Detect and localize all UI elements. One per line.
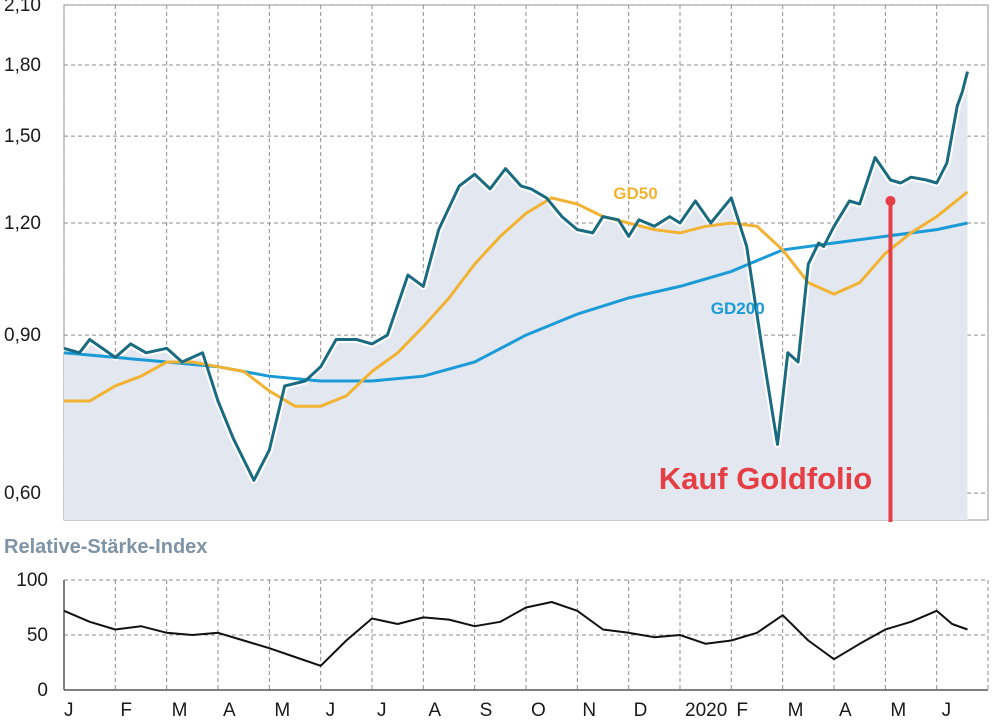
rsi-line (63, 601, 968, 667)
gd50-label: GD50 (613, 184, 657, 203)
x-tick-label: F (736, 700, 748, 721)
x-tick-label: D (634, 700, 648, 721)
x-tick-label: M (274, 700, 290, 721)
x-tick-label: M (172, 700, 188, 721)
x-tick-label: J (64, 700, 74, 721)
rsi-y-tick-label: 50 (27, 625, 48, 646)
rsi-y-tick-label: 100 (16, 570, 48, 591)
x-tick-label: A (428, 700, 441, 721)
x-tick-label: A (223, 700, 236, 721)
x-tick-label: 2020 (685, 700, 727, 721)
gd50-line (64, 190, 969, 408)
x-tick-label: M (890, 700, 906, 721)
x-tick-label: A (839, 700, 852, 721)
x-axis-months: J F M A M J J A S O N D 2020 F M A M J (64, 700, 951, 721)
rsi-chart-grid (63, 579, 989, 691)
rsi-y-axis: 100 50 0 (16, 570, 48, 701)
x-tick-label: O (531, 700, 546, 721)
y-tick-label: 1,80 (4, 55, 41, 76)
x-tick-label: S (480, 700, 493, 721)
y-tick-label: 0,60 (4, 483, 41, 504)
y-tick-label: 2,10 (4, 0, 41, 16)
y-tick-label: 0,90 (4, 325, 41, 346)
x-tick-label: F (120, 700, 132, 721)
rsi-title: Relative-Stärke-Index (4, 536, 207, 558)
x-tick-label: J (942, 700, 952, 721)
price-y-axis: 2,10 1,80 1,50 1,20 0,90 0,60 (4, 0, 41, 504)
x-tick-label: J (377, 700, 387, 721)
x-tick-label: J (326, 700, 336, 721)
gd200-label: GD200 (711, 299, 765, 318)
rsi-y-tick-label: 0 (37, 680, 48, 701)
buy-annotation-label: Kauf Goldfolio (659, 461, 873, 496)
buy-marker-dot (885, 195, 896, 206)
price-line (63, 71, 969, 482)
y-tick-label: 1,50 (4, 126, 41, 147)
price-area-fill (64, 71, 968, 520)
y-tick-label: 1,20 (4, 213, 41, 234)
x-tick-label: N (582, 700, 596, 721)
x-tick-label: M (788, 700, 804, 721)
